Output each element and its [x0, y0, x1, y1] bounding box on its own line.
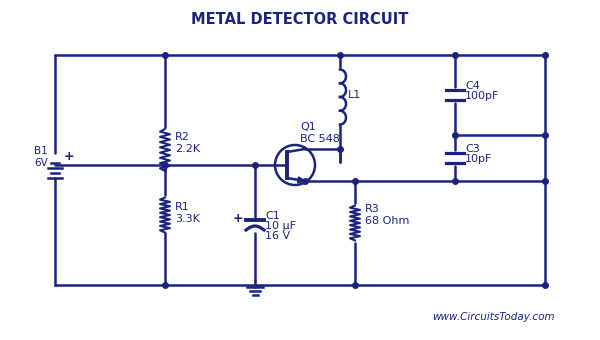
Text: R3: R3 [365, 204, 380, 214]
Text: 68 Ohm: 68 Ohm [365, 216, 409, 226]
Text: R1: R1 [175, 202, 190, 212]
Text: 10 μF: 10 μF [265, 221, 296, 231]
Text: C1: C1 [265, 211, 280, 221]
Text: 100pF: 100pF [465, 91, 499, 101]
Text: R2: R2 [175, 132, 190, 142]
Text: C4: C4 [465, 81, 480, 91]
Text: BC 548: BC 548 [300, 134, 340, 144]
Text: B1: B1 [34, 146, 48, 156]
Text: 16 V: 16 V [265, 231, 290, 241]
Text: METAL DETECTOR CIRCUIT: METAL DETECTOR CIRCUIT [191, 13, 409, 28]
Polygon shape [298, 177, 305, 183]
Text: 2.2K: 2.2K [175, 144, 200, 154]
Text: 6V: 6V [34, 158, 48, 168]
Text: 10pF: 10pF [465, 154, 493, 164]
Text: L1: L1 [348, 90, 361, 100]
Text: C3: C3 [465, 144, 480, 154]
Text: Q1: Q1 [300, 122, 316, 132]
Text: www.CircuitsToday.com: www.CircuitsToday.com [433, 312, 555, 322]
Text: 3.3K: 3.3K [175, 214, 200, 224]
Text: +: + [232, 211, 243, 224]
Text: +: + [64, 151, 74, 164]
